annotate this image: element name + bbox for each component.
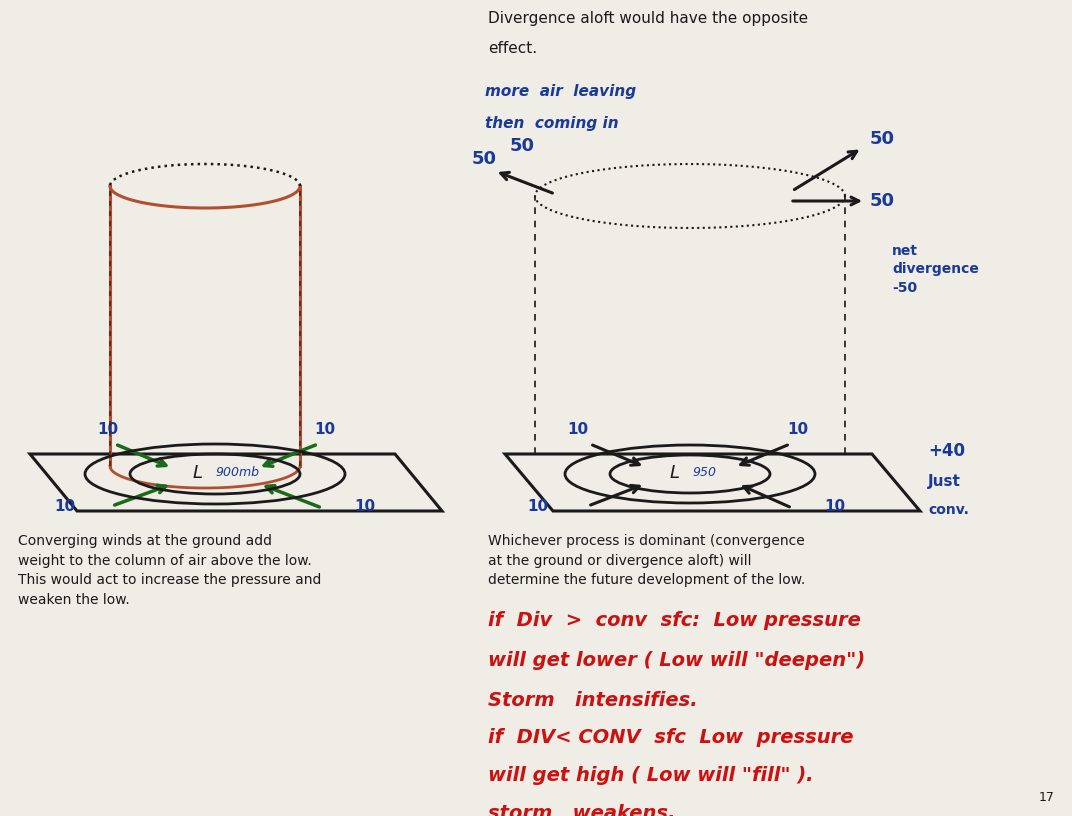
Text: effect.: effect. xyxy=(488,41,537,56)
Text: 900mb: 900mb xyxy=(215,467,259,480)
Text: Whichever process is dominant (convergence
at the ground or divergence aloft) wi: Whichever process is dominant (convergen… xyxy=(488,534,805,587)
Text: 50: 50 xyxy=(870,130,895,148)
Text: $\mathit{L}$: $\mathit{L}$ xyxy=(669,464,680,482)
Text: more  air  leaving: more air leaving xyxy=(485,84,636,99)
Text: 50: 50 xyxy=(510,137,535,155)
Text: $\mathit{L}$: $\mathit{L}$ xyxy=(192,464,203,482)
Text: 10: 10 xyxy=(314,422,336,437)
Text: if  DIV< CONV  sfc  Low  pressure: if DIV< CONV sfc Low pressure xyxy=(488,728,853,747)
Text: Just: Just xyxy=(928,474,961,489)
Text: net
divergence
-50: net divergence -50 xyxy=(892,244,979,295)
Text: 50: 50 xyxy=(870,192,895,210)
Text: 10: 10 xyxy=(98,422,119,437)
Text: 10: 10 xyxy=(788,422,808,437)
Text: will get lower ( Low will "deepen"): will get lower ( Low will "deepen") xyxy=(488,651,865,670)
Text: +40: +40 xyxy=(928,442,965,460)
Text: 10: 10 xyxy=(527,499,549,514)
Text: 950: 950 xyxy=(693,467,716,480)
Text: 10: 10 xyxy=(55,499,75,514)
Text: if  Div  >  conv  sfc:  Low pressure: if Div > conv sfc: Low pressure xyxy=(488,611,861,630)
Text: 10: 10 xyxy=(355,499,375,514)
Text: will get high ( Low will "fill" ).: will get high ( Low will "fill" ). xyxy=(488,766,814,785)
Text: Storm   intensifies.: Storm intensifies. xyxy=(488,691,698,710)
Text: Divergence aloft would have the opposite: Divergence aloft would have the opposite xyxy=(488,11,808,26)
Text: 17: 17 xyxy=(1039,791,1055,804)
Text: then  coming in: then coming in xyxy=(485,116,619,131)
Text: 10: 10 xyxy=(824,499,846,514)
Text: 50: 50 xyxy=(472,150,497,168)
Text: storm   weakens.: storm weakens. xyxy=(488,804,675,816)
Text: 10: 10 xyxy=(567,422,589,437)
Text: Converging winds at the ground add
weight to the column of air above the low.
Th: Converging winds at the ground add weigh… xyxy=(18,534,322,606)
Text: conv.: conv. xyxy=(928,503,969,517)
